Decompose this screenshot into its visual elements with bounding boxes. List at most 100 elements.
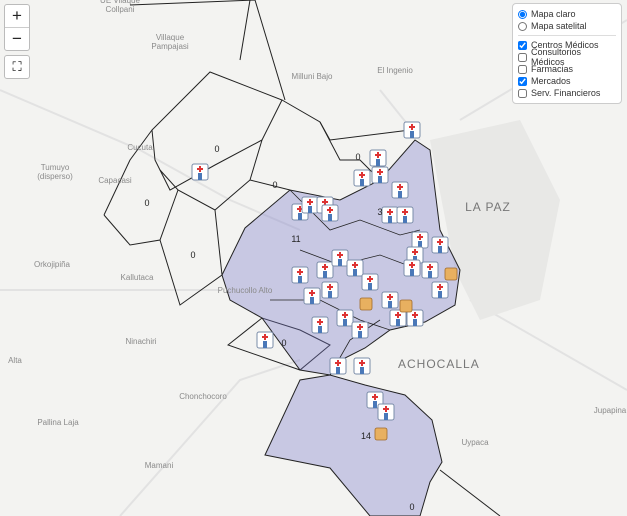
- place-label: Ninachiri: [125, 337, 157, 346]
- checkbox-input[interactable]: [518, 64, 527, 74]
- hospital-marker: [256, 331, 274, 349]
- marker-cross: [383, 406, 389, 412]
- zoom-in[interactable]: +: [12, 6, 22, 25]
- marker-cross: [357, 324, 363, 330]
- layer-label: Mapa satelital: [531, 21, 587, 31]
- district-count: 14: [361, 431, 371, 441]
- layer-label: Centros Médicos: [531, 40, 599, 50]
- marker-cross: [352, 262, 358, 268]
- marker-cross: [335, 360, 341, 366]
- checkbox-input[interactable]: [518, 40, 527, 50]
- marker-door: [398, 191, 402, 198]
- place-label: Uypaca: [461, 438, 489, 447]
- hospital-marker: [301, 196, 319, 214]
- marker-cross: [395, 312, 401, 318]
- marker-door: [198, 173, 202, 180]
- marker-cross: [342, 312, 348, 318]
- hospital-marker: [351, 321, 369, 339]
- market-marker: [359, 297, 373, 311]
- marker-cross: [327, 284, 333, 290]
- hospital-marker: [346, 259, 364, 277]
- marker-cross: [397, 184, 403, 190]
- marker-cross: [372, 394, 378, 400]
- hospital-marker: [303, 287, 321, 305]
- hospital-marker: [329, 357, 347, 375]
- district-region: [264, 374, 443, 516]
- layer-option: Mapa satelital: [518, 20, 616, 32]
- place-label: Jupapina: [593, 406, 627, 415]
- checkbox-input[interactable]: [518, 76, 527, 86]
- marker-cross: [359, 360, 365, 366]
- place-label: Capacasi: [98, 176, 132, 185]
- marker-door: [353, 269, 357, 276]
- marker-door: [384, 413, 388, 420]
- district-count: 0: [144, 198, 149, 208]
- layer-label: Serv. Financieros: [531, 88, 601, 98]
- marker-door: [428, 271, 432, 278]
- marker-door: [438, 246, 442, 253]
- hospital-marker: [389, 309, 407, 327]
- marker-door: [396, 319, 400, 326]
- hospital-marker: [369, 149, 387, 167]
- checkbox-input[interactable]: [518, 52, 527, 62]
- urban-area: [430, 120, 560, 320]
- marker-cross: [402, 209, 408, 215]
- layer-option: Farmacias: [518, 63, 616, 75]
- marker-cross: [307, 199, 313, 205]
- layer-option: Consultorios Médicos: [518, 47, 616, 67]
- marker-cross: [377, 169, 383, 175]
- fullscreen-button[interactable]: ⛶: [4, 55, 30, 79]
- marker-door: [418, 241, 422, 248]
- market-marker: [444, 267, 458, 281]
- market-marker: [374, 427, 388, 441]
- layer-option: Mercados: [518, 75, 616, 87]
- marker-door: [343, 319, 347, 326]
- marker-door: [318, 326, 322, 333]
- marker-door: [403, 216, 407, 223]
- layer-label: Mapa claro: [531, 9, 576, 19]
- place-label: ACHOCALLA: [398, 357, 480, 371]
- hospital-marker: [406, 309, 424, 327]
- marker-cross: [309, 290, 315, 296]
- layer-option: Serv. Financieros: [518, 87, 616, 99]
- checkbox-input[interactable]: [518, 88, 527, 98]
- marker-cross: [412, 312, 418, 318]
- marker-door: [338, 259, 342, 266]
- radio-input[interactable]: [518, 21, 527, 31]
- marker-door: [328, 291, 332, 298]
- hospital-marker: [377, 403, 395, 421]
- radio-input[interactable]: [518, 9, 527, 19]
- hospital-marker: [336, 309, 354, 327]
- marker-cross: [375, 152, 381, 158]
- marker-door: [413, 319, 417, 326]
- hospital-marker: [381, 291, 399, 309]
- hospital-marker: [316, 261, 334, 279]
- zoom-out[interactable]: −: [5, 27, 29, 50]
- hospital-marker: [353, 357, 371, 375]
- marker-cross: [197, 166, 203, 172]
- marker-cross: [327, 207, 333, 213]
- marker-door: [360, 367, 364, 374]
- hospital-marker: [403, 259, 421, 277]
- marker-door: [310, 297, 314, 304]
- district-count: 11: [291, 234, 300, 244]
- layer-label: Farmacias: [531, 64, 574, 74]
- marker-door: [308, 206, 312, 213]
- marker-cross: [297, 269, 303, 275]
- marker-door: [376, 159, 380, 166]
- marker-door: [358, 331, 362, 338]
- hospital-marker: [421, 261, 439, 279]
- marker-cross: [412, 249, 418, 255]
- place-label: Pallina Laja: [37, 418, 79, 427]
- hospital-marker: [381, 206, 399, 224]
- layer-label: Mercados: [531, 76, 571, 86]
- place-label: Villaque Pampajasi: [151, 33, 189, 51]
- marker-door: [373, 401, 377, 408]
- marker-cross: [417, 234, 423, 240]
- marker-cross: [387, 294, 393, 300]
- hospital-marker: [311, 316, 329, 334]
- hospital-marker: [391, 181, 409, 199]
- district-count: 0: [272, 180, 277, 190]
